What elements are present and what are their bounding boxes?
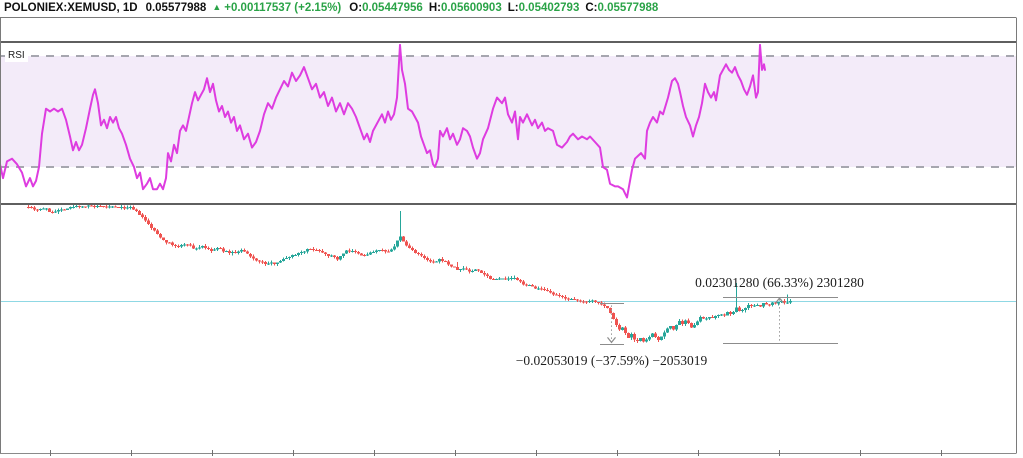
last-price: 0.05577988 bbox=[145, 2, 207, 14]
rsi-line[interactable] bbox=[0, 44, 766, 199]
candlestick-series bbox=[27, 205, 792, 343]
ohlc-close-value: 0.05577988 bbox=[597, 2, 659, 14]
ohlc-high-value: 0.05600903 bbox=[440, 2, 502, 14]
time-axis[interactable] bbox=[0, 450, 1016, 456]
ohlc-low-value: 0.05402793 bbox=[518, 2, 580, 14]
price-change: +0.00117537 (+2.15%) bbox=[224, 2, 342, 14]
symbol-legend: POLONIEX:XEMUSD, 1D 0.05577988 ▲ +0.0011… bbox=[4, 2, 658, 17]
change-up-icon: ▲ bbox=[212, 2, 222, 12]
ohlc-open-value: 0.05447956 bbox=[362, 2, 423, 14]
ohlc-high-label: H: bbox=[428, 2, 441, 14]
ohlc-low-label: L: bbox=[507, 2, 519, 14]
rsi-series bbox=[0, 44, 766, 199]
measure-arrow-up-icon bbox=[775, 297, 784, 304]
measure-label-down[interactable]: −0.02053019 (−37.59%) −2053019 bbox=[515, 353, 708, 369]
pane-borders bbox=[0, 17, 1017, 454]
ohlc-open-label: O: bbox=[349, 2, 363, 14]
measure-tool-down[interactable] bbox=[600, 303, 624, 345]
ohlc-close-label: C: bbox=[585, 2, 598, 14]
measure-arrow-down-icon bbox=[607, 337, 616, 344]
rsi-pane-label[interactable]: RSI bbox=[5, 50, 28, 62]
measure-label-up[interactable]: 0.02301280 (66.33%) 2301280 bbox=[695, 275, 864, 291]
measure-tool-up[interactable] bbox=[723, 297, 838, 344]
symbol-name[interactable]: POLONIEX:XEMUSD, 1D bbox=[4, 2, 138, 14]
